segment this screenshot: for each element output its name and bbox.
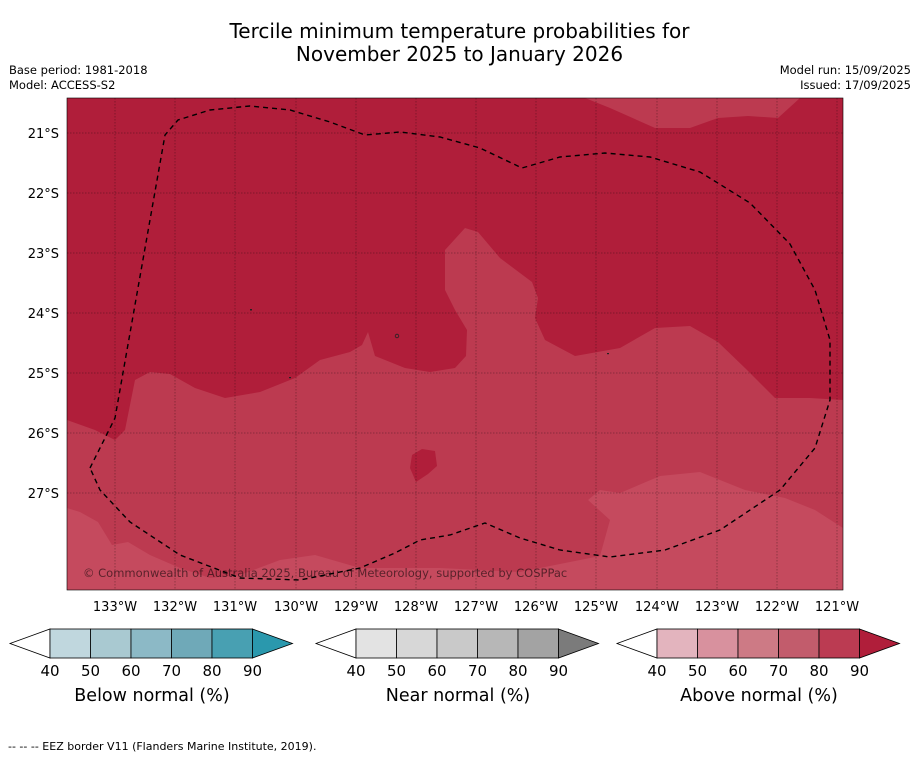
lat-label: 25°S <box>28 367 59 382</box>
region-above-70 <box>67 472 843 590</box>
copyright-text: © Commonwealth of Australia 2025, Bureau… <box>83 566 567 580</box>
chart-title-line2: November 2025 to January 2026 <box>295 42 624 66</box>
colorbar-tick-label: 50 <box>81 662 100 680</box>
eez-border <box>89 105 831 581</box>
colorbar-segment <box>355 628 397 659</box>
lat-labels: 21°S 22°S 23°S 24°S 25°S 26°S 27°S <box>28 127 59 502</box>
lon-label: 130°W <box>274 600 318 615</box>
colorbar-extend-low <box>314 628 357 659</box>
lon-label: 124°W <box>635 600 679 615</box>
footer-note: -- -- -- EEZ border V11 (Flanders Marine… <box>8 740 317 753</box>
lat-label: 23°S <box>28 247 59 262</box>
colorbar-tick-label: 60 <box>427 662 446 680</box>
lon-labels: 133°W 132°W 131°W 130°W 129°W 128°W 127°… <box>93 600 859 615</box>
colorbar-segment <box>737 628 779 659</box>
colorbar-tick-label: 90 <box>243 662 262 680</box>
colorbar-tick-label: 90 <box>850 662 869 680</box>
colorbar-extend-low <box>615 628 658 659</box>
colorbar-tick-label: 80 <box>508 662 527 680</box>
colorbar-title-above: Above normal (%) <box>680 686 838 706</box>
lat-label: 22°S <box>28 187 59 202</box>
model-name: Model: ACCESS-S2 <box>9 78 116 92</box>
issued-date: Issued: 17/09/2025 <box>800 78 911 92</box>
colorbar-title-near: Near normal (%) <box>385 686 531 706</box>
colorbar-tick-label: 80 <box>202 662 221 680</box>
colorbars: 40 50 60 70 80 90 40 50 60 70 80 90 40 50 60 70 80 90 <box>8 628 901 680</box>
colorbar-below: 40 50 60 70 80 90 <box>8 628 294 680</box>
colorbar-extend-high <box>558 628 600 659</box>
lat-label: 27°S <box>28 487 59 502</box>
lon-label: 126°W <box>514 600 558 615</box>
model-run: Model run: 15/09/2025 <box>779 63 911 77</box>
lon-label: 129°W <box>334 600 378 615</box>
colorbar-segment <box>211 628 253 659</box>
colorbar-above: 40 50 60 70 80 90 <box>615 628 901 680</box>
gridlines <box>67 98 843 590</box>
colorbar-tick-label: 50 <box>387 662 406 680</box>
colorbar-tick-label: 90 <box>549 662 568 680</box>
lon-label: 131°W <box>213 600 257 615</box>
colorbar-title-below: Below normal (%) <box>74 686 230 706</box>
lat-label: 21°S <box>28 127 59 142</box>
colorbar-segment <box>818 628 860 659</box>
colorbar-segment <box>477 628 519 659</box>
colorbar-near: 40 50 60 70 80 90 <box>314 628 600 680</box>
lon-label: 123°W <box>695 600 739 615</box>
base-period: Base period: 1981-2018 <box>9 63 148 77</box>
colorbar-segment <box>778 628 820 659</box>
lat-label: 26°S <box>28 427 59 442</box>
islands <box>250 309 609 379</box>
colorbar-segment <box>171 628 213 659</box>
lon-label: 132°W <box>153 600 197 615</box>
colorbar-segment <box>90 628 132 659</box>
colorbar-tick-label: 60 <box>121 662 140 680</box>
colorbar-segment <box>436 628 478 659</box>
region-above-80-top <box>585 98 800 128</box>
colorbar-tick-label: 70 <box>468 662 487 680</box>
lon-label: 121°W <box>815 600 859 615</box>
lon-label: 127°W <box>454 600 498 615</box>
colorbar-tick-label: 40 <box>647 662 666 680</box>
colorbar-tick-label: 50 <box>688 662 707 680</box>
colorbar-segment <box>697 628 739 659</box>
lon-label: 133°W <box>93 600 137 615</box>
colorbar-segment <box>49 628 91 659</box>
colorbar-segment <box>656 628 698 659</box>
colorbar-tick-label: 80 <box>809 662 828 680</box>
colorbar-extend-high <box>252 628 294 659</box>
region-above-90-patch <box>410 449 437 482</box>
colorbar-tick-label: 70 <box>162 662 181 680</box>
lon-label: 128°W <box>394 600 438 615</box>
colorbar-tick-label: 70 <box>769 662 788 680</box>
colorbar-tick-label: 60 <box>728 662 747 680</box>
colorbar-tick-label: 40 <box>40 662 59 680</box>
colorbar-tick-label: 40 <box>346 662 365 680</box>
colorbar-extend-low <box>8 628 51 659</box>
colorbar-extend-high <box>859 628 901 659</box>
map-area <box>67 98 843 590</box>
chart-title-line1: Tercile minimum temperature probabilitie… <box>229 19 690 43</box>
map-frame <box>66 97 844 591</box>
colorbar-segment <box>517 628 559 659</box>
colorbar-segment <box>130 628 172 659</box>
lat-label: 24°S <box>28 307 59 322</box>
colorbar-segment <box>396 628 438 659</box>
lon-label: 122°W <box>755 600 799 615</box>
lon-label: 125°W <box>574 600 618 615</box>
